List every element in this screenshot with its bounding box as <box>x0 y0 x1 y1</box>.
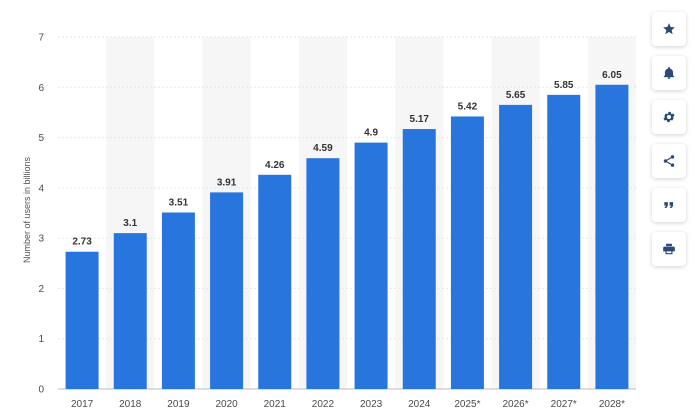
x-tick-label: 2026* <box>503 399 529 410</box>
bar[interactable] <box>210 192 244 389</box>
y-axis-title: Number of users in billions <box>22 156 32 263</box>
data-label: 4.59 <box>313 143 333 154</box>
chart: 2.73 3.1 3.51 3.91 4.26 4.59 4.9 5.17 5.42 5.65 5.… <box>22 33 636 410</box>
data-label: 5.65 <box>506 90 526 101</box>
x-tick-label: 2021 <box>264 399 287 410</box>
y-tick-label: 3 <box>38 234 44 245</box>
data-label: 5.42 <box>458 101 478 112</box>
x-tick-label: 2024 <box>408 399 431 410</box>
data-label: 3.91 <box>217 177 237 188</box>
printer-icon <box>663 243 675 255</box>
x-tick-label: 2023 <box>360 399 383 410</box>
settings-button[interactable] <box>652 100 686 134</box>
gridlines <box>58 36 636 390</box>
quote-icon <box>664 202 674 208</box>
bar[interactable] <box>306 158 340 389</box>
data-labels: 2.73 3.1 3.51 3.91 4.26 4.59 4.9 5.17 5.42 5.65 5.… <box>72 70 622 248</box>
gear-icon <box>663 111 675 123</box>
y-tick-label: 6 <box>38 83 44 94</box>
data-label: 5.85 <box>554 80 574 91</box>
bar[interactable] <box>65 251 99 389</box>
data-label: 3.51 <box>169 197 189 208</box>
data-label: 5.17 <box>410 114 430 125</box>
data-label: 6.05 <box>602 70 622 81</box>
bar[interactable] <box>161 212 195 389</box>
favorite-button[interactable] <box>652 12 686 46</box>
x-tick-label: 2025* <box>454 399 480 410</box>
x-tick-label: 2028* <box>599 399 625 410</box>
data-label: 4.26 <box>265 160 285 171</box>
star-icon <box>663 23 675 35</box>
bars <box>65 84 629 390</box>
bar[interactable] <box>113 233 147 389</box>
bar[interactable] <box>450 116 484 390</box>
x-tick-label: 2027* <box>551 399 577 410</box>
y-tick-label: 1 <box>38 334 44 345</box>
x-axis-ticks: 2017 2018 2019 2020 2021 2022 2023 2024 2025* 202… <box>71 399 625 410</box>
x-tick-label: 2017 <box>71 399 94 410</box>
bar[interactable] <box>258 174 292 389</box>
y-axis-ticks: 0 1 2 3 4 5 6 7 <box>38 33 44 396</box>
x-tick-label: 2022 <box>312 399 335 410</box>
x-tick-label: 2018 <box>119 399 142 410</box>
print-button[interactable] <box>652 232 686 266</box>
bar[interactable] <box>547 94 581 389</box>
y-tick-label: 2 <box>38 284 44 295</box>
bar[interactable] <box>499 104 533 389</box>
notification-button[interactable] <box>652 56 686 90</box>
y-tick-label: 5 <box>38 133 44 144</box>
bar-chart: 2.73 3.1 3.51 3.91 4.26 4.59 4.9 5.17 5.42 5.65 5.… <box>22 33 636 410</box>
bar[interactable] <box>354 142 388 389</box>
action-rail <box>652 12 687 266</box>
data-label: 4.9 <box>364 128 378 139</box>
cite-button[interactable] <box>652 188 686 222</box>
bar[interactable] <box>402 129 436 389</box>
data-label: 3.1 <box>123 218 137 229</box>
share-button[interactable] <box>652 144 686 178</box>
y-tick-label: 7 <box>38 33 44 44</box>
y-tick-label: 0 <box>38 385 44 396</box>
data-label: 2.73 <box>72 237 92 248</box>
bar[interactable] <box>595 84 629 390</box>
x-tick-label: 2019 <box>167 399 190 410</box>
y-tick-label: 4 <box>38 183 44 194</box>
x-tick-label: 2020 <box>215 399 238 410</box>
share-icon <box>663 155 675 167</box>
bell-icon <box>663 66 675 79</box>
